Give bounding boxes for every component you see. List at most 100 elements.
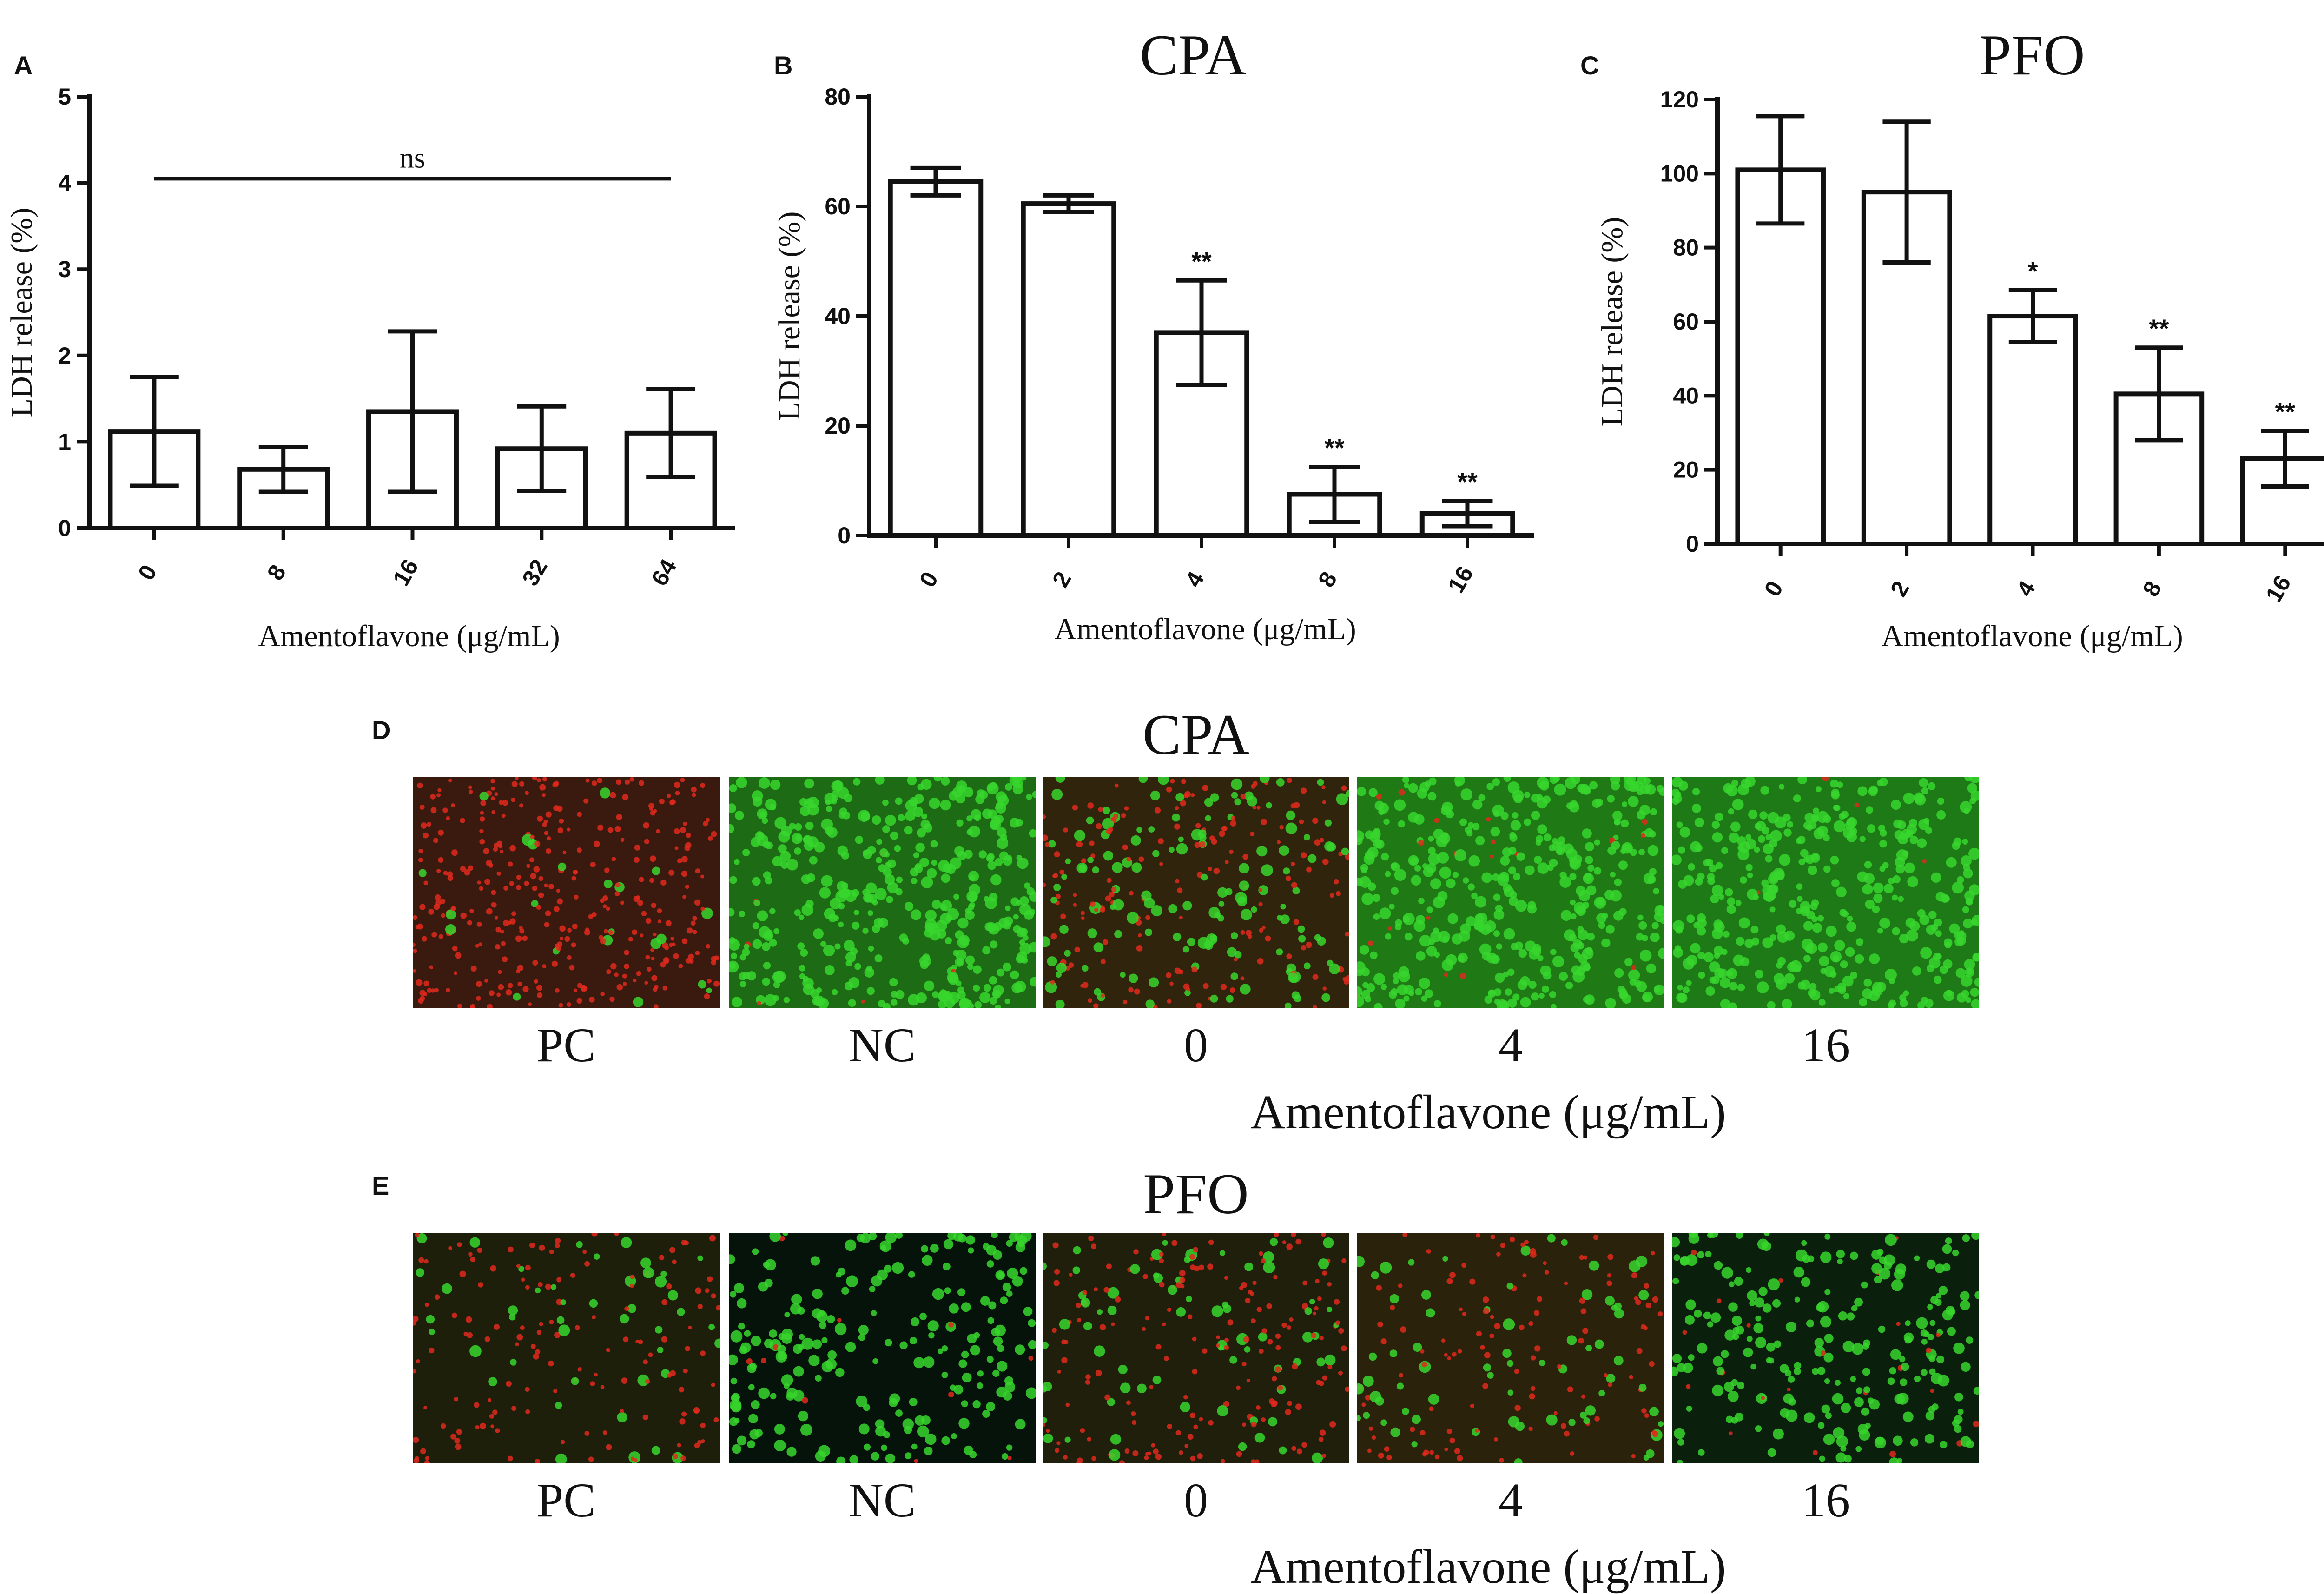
- cell-dots: [1357, 777, 1664, 1008]
- y-tick-label: 1: [58, 429, 71, 455]
- significance-marker: **: [2149, 314, 2169, 343]
- micrograph-background: [1043, 777, 1349, 1008]
- y-tick-label: 80: [825, 84, 851, 110]
- bar: [1021, 201, 1116, 538]
- micrograph-image: [413, 1233, 720, 1463]
- y-axis-label: LDH release (%): [772, 212, 806, 421]
- panel-letter: C: [1580, 51, 1599, 80]
- y-tick-label: 100: [1660, 160, 1699, 186]
- y-tick-label: 60: [825, 193, 851, 219]
- cell-dots: [413, 1233, 720, 1463]
- cell-dots: [1043, 1233, 1349, 1463]
- chart-a: A 0 1 2 3 4 5 LDH release (%) 0 8 16 32 64 ns Amentofl…: [5, 51, 735, 653]
- cell-dots: [413, 777, 720, 1008]
- micrograph-image: [413, 777, 720, 1008]
- cell-dots: [1672, 777, 1979, 1008]
- significance-marker: **: [1191, 246, 1212, 276]
- micrograph-label: 0: [1184, 1019, 1208, 1072]
- micrograph-image: [1043, 777, 1349, 1008]
- y-tick-label: 0: [1686, 531, 1699, 557]
- x-axis-label: Amentoflavone (μg/mL): [1054, 612, 1356, 646]
- cell-dots: [729, 777, 1036, 1008]
- micrograph-label: PC: [536, 1019, 595, 1072]
- x-tick-label: 16: [2260, 571, 2296, 606]
- micrograph-x-label: Amentoflavone (μg/mL): [1250, 1540, 1726, 1594]
- panel-letter: E: [372, 1171, 389, 1200]
- cell-dots: [1357, 1233, 1664, 1463]
- chart-title: PFO: [1979, 23, 2085, 87]
- micrograph-x-label: Amentoflavone (μg/mL): [1250, 1085, 1726, 1139]
- cell-dots: [1043, 777, 1349, 1008]
- x-tick-label: 2: [1047, 567, 1076, 591]
- panel-letter: A: [14, 51, 33, 80]
- micrograph-label: 0: [1184, 1474, 1208, 1527]
- x-tick-label: 0: [133, 560, 162, 584]
- y-tick-label: 20: [825, 413, 851, 439]
- significance-marker: **: [1324, 433, 1345, 463]
- cell-dots: [729, 1233, 1036, 1463]
- y-tick-label: 4: [58, 170, 71, 196]
- micrograph-image: [729, 1233, 1036, 1463]
- chart-c: C PFO 0 20 40 60 80 100 120 LDH release (%) 0 2 * 4 **…: [1580, 23, 2324, 653]
- y-axis-label: LDH release (%): [1595, 217, 1629, 427]
- micrograph-title: PFO: [1143, 1162, 1248, 1226]
- x-axis-label: Amentoflavone (μg/mL): [1881, 619, 2183, 653]
- x-tick-label: 8: [2138, 576, 2166, 601]
- micrograph-label: PC: [536, 1474, 595, 1527]
- micrograph-image: [1672, 777, 1979, 1008]
- y-tick-label: 80: [1673, 235, 1699, 261]
- significance-marker: **: [2275, 397, 2296, 426]
- x-tick-label: 8: [262, 560, 291, 584]
- y-tick-label: 0: [838, 523, 851, 549]
- y-tick-label: 60: [1673, 309, 1699, 335]
- panel-letter: D: [372, 715, 390, 745]
- micrograph-image: [1357, 1233, 1664, 1463]
- micrograph-background: [413, 1233, 720, 1463]
- micrograph-background: [413, 777, 720, 1008]
- y-tick-label: 0: [58, 515, 71, 541]
- x-tick-label: 4: [2012, 576, 2040, 601]
- micrograph-background: [1357, 1233, 1664, 1463]
- micrograph-label: NC: [849, 1474, 916, 1527]
- micrograph-image: [729, 777, 1036, 1008]
- ns-label: ns: [400, 142, 425, 174]
- micrograph-row-d: D CPA PC NC 0 4 16 Amentoflavone (μg/mL): [372, 703, 1979, 1139]
- x-tick-label: 4: [1180, 567, 1209, 591]
- y-tick-label: 20: [1673, 457, 1699, 483]
- y-tick-label: 2: [58, 343, 71, 369]
- bar: [1987, 314, 2078, 546]
- bar: [1735, 167, 1826, 547]
- micrograph-label: 4: [1499, 1474, 1523, 1527]
- micrograph-label: NC: [849, 1019, 916, 1072]
- significance-marker: **: [1457, 467, 1478, 496]
- cell-dots: [1672, 1233, 1979, 1463]
- y-axis-label: LDH release (%): [5, 208, 39, 417]
- micrograph-label: 16: [1802, 1474, 1850, 1527]
- y-tick-label: 120: [1660, 86, 1699, 112]
- bar: [888, 179, 984, 538]
- x-tick-label: 16: [388, 555, 423, 590]
- y-tick-label: 3: [58, 256, 71, 282]
- y-tick-label: 40: [1673, 383, 1699, 409]
- x-tick-label: 8: [1313, 567, 1342, 591]
- x-tick-label: 0: [1759, 576, 1788, 601]
- x-tick-label: 64: [646, 555, 681, 590]
- bar-charts: A 0 1 2 3 4 5 LDH release (%) 0 8 16 32 64 ns Amentofl…: [5, 23, 2324, 653]
- x-tick-label: 2: [1885, 576, 1914, 601]
- x-tick-label: 16: [1443, 562, 1478, 597]
- micrograph-panels: D CPA PC NC 0 4 16 Amentoflavone (μg/mL) E PFO PC N…: [372, 703, 1979, 1594]
- micrograph-image: [1672, 1233, 1979, 1463]
- x-tick-label: 32: [517, 555, 552, 590]
- micrograph-row-e: E PFO PC NC 0 4 16 Amentoflavone (μg/mL): [372, 1162, 1979, 1594]
- chart-b: B CPA 0 20 40 60 80 LDH release (%) 0 2 ** 4 ** 8 ** 16…: [772, 23, 1534, 646]
- significance-marker: *: [2028, 256, 2038, 285]
- y-tick-label: 5: [58, 84, 71, 110]
- micrograph-title: CPA: [1142, 703, 1249, 767]
- micrograph-label: 4: [1499, 1019, 1523, 1072]
- y-tick-label: 40: [825, 303, 851, 329]
- micrograph-image: [1043, 1233, 1349, 1463]
- x-tick-label: 0: [914, 567, 943, 591]
- x-axis-label: Amentoflavone (μg/mL): [258, 619, 560, 653]
- chart-title: CPA: [1140, 23, 1247, 87]
